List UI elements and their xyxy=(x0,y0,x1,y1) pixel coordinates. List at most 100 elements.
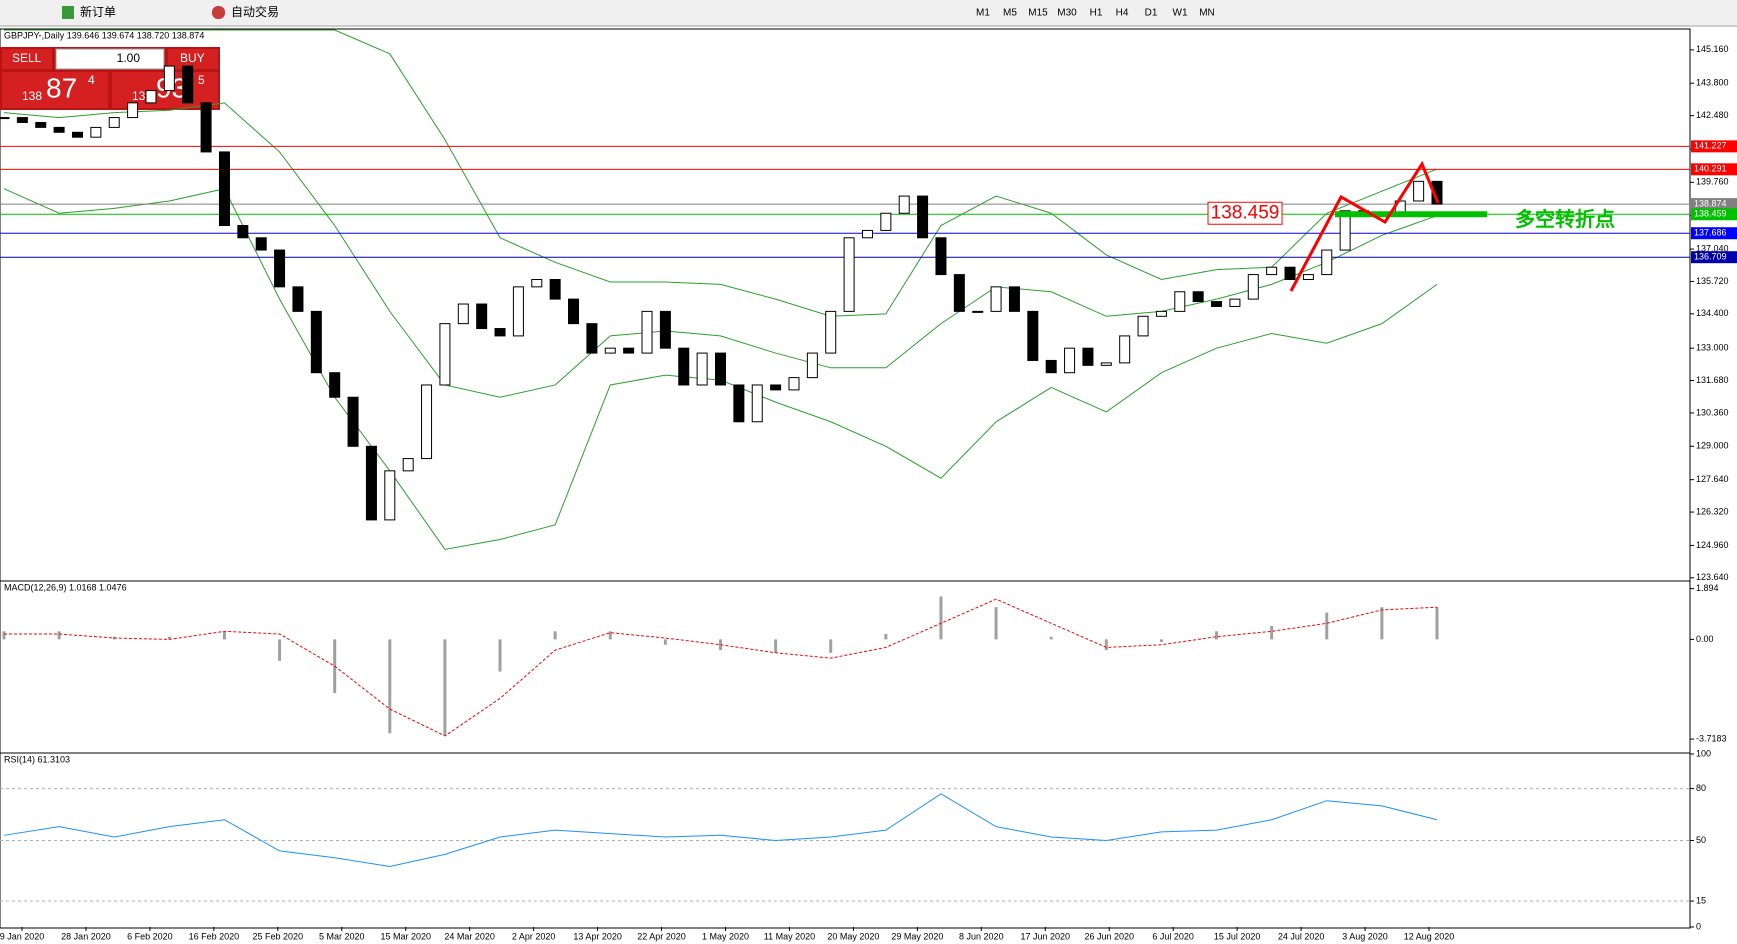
y-tick-label: 133.000 xyxy=(1696,343,1729,353)
level-label-bg xyxy=(1691,251,1737,264)
timeframe-button[interactable]: H4 xyxy=(1116,8,1129,19)
candle xyxy=(237,225,249,239)
timeframe-button[interactable]: D1 xyxy=(1145,8,1158,19)
x-tick-label: 24 Mar 2020 xyxy=(444,931,495,941)
candle xyxy=(145,90,157,104)
candle xyxy=(71,131,83,138)
candle xyxy=(53,126,65,133)
timeframe-button[interactable]: M15 xyxy=(1028,8,1048,19)
y-tick-label: 131.680 xyxy=(1696,375,1729,385)
bollinger-middle xyxy=(3,102,1438,398)
candle xyxy=(1211,301,1223,307)
x-tick-label: 9 Jan 2020 xyxy=(0,931,44,941)
x-tick-label: 3 Aug 2020 xyxy=(1342,931,1388,941)
level-label: 138.459 xyxy=(1694,209,1727,219)
sell-price-box[interactable] xyxy=(2,72,108,108)
lots-value[interactable]: 1.00 xyxy=(117,51,141,65)
candle xyxy=(347,396,359,447)
timeframe-button[interactable]: H1 xyxy=(1090,8,1103,19)
timeframe-button[interactable]: M1 xyxy=(976,8,990,19)
candle xyxy=(1064,347,1076,374)
y-tick-label: 126.320 xyxy=(1696,506,1729,516)
new-order-icon[interactable] xyxy=(62,6,74,19)
level-label: 137.686 xyxy=(1694,228,1727,238)
ask-point: 5 xyxy=(198,73,205,87)
candle xyxy=(641,310,653,354)
x-tick-label: 22 Apr 2020 xyxy=(637,931,686,941)
y-tick-label: 134.400 xyxy=(1696,308,1729,318)
candle xyxy=(531,278,543,288)
candle xyxy=(1321,249,1333,276)
candle xyxy=(494,328,506,337)
candle xyxy=(439,323,451,386)
candle xyxy=(1413,180,1425,202)
candle xyxy=(1045,359,1057,374)
bid-point: 4 xyxy=(88,73,95,87)
candle xyxy=(623,347,635,354)
timeframe-button[interactable]: M30 xyxy=(1057,8,1077,19)
level-label-bg xyxy=(1691,208,1737,221)
candle xyxy=(1302,274,1314,280)
candle xyxy=(843,237,855,312)
y-tick-label: 1.894 xyxy=(1696,583,1719,593)
candle xyxy=(1137,315,1149,337)
new-order-button[interactable]: 新订单 xyxy=(80,4,116,19)
level-label: 138.874 xyxy=(1694,198,1727,208)
candle xyxy=(365,445,377,521)
sell-button[interactable] xyxy=(2,49,52,69)
x-tick-label: 8 Jun 2020 xyxy=(959,931,1004,941)
y-tick-label: 124.960 xyxy=(1696,540,1729,550)
auto-trade-button[interactable]: 自动交易 xyxy=(231,4,279,19)
chart-frame xyxy=(0,28,1691,929)
candle xyxy=(990,286,1002,312)
indicator-title: RSI(14) 61.3103 xyxy=(4,754,70,764)
timeframe-button[interactable]: MN xyxy=(1199,8,1215,19)
x-tick-label: 26 Jun 2020 xyxy=(1084,931,1134,941)
x-tick-label: 16 Feb 2020 xyxy=(189,931,240,941)
x-tick-label: 28 Jan 2020 xyxy=(61,931,111,941)
candle xyxy=(917,195,929,239)
candle xyxy=(200,102,212,153)
candle xyxy=(384,470,396,521)
candle xyxy=(218,151,230,227)
candle xyxy=(182,65,194,104)
y-tick-label: 100 xyxy=(1696,748,1711,758)
x-tick-label: 24 Jul 2020 xyxy=(1278,931,1325,941)
x-tick-label: 29 May 2020 xyxy=(891,931,943,941)
buy-label[interactable]: BUY xyxy=(180,51,205,65)
candle xyxy=(163,65,175,92)
level-label: 140.291 xyxy=(1694,164,1727,174)
y-tick-label: 15 xyxy=(1696,895,1706,905)
candle xyxy=(770,384,782,391)
candle xyxy=(861,229,873,239)
candle xyxy=(310,310,322,374)
level-label-bg xyxy=(1691,163,1737,176)
sell-label[interactable]: SELL xyxy=(12,51,42,65)
candle xyxy=(825,310,837,354)
y-tick-label: 139.760 xyxy=(1696,177,1729,187)
toolbar xyxy=(0,0,1737,26)
x-tick-label: 25 Feb 2020 xyxy=(253,931,304,941)
candle xyxy=(108,117,120,128)
timeframe-button[interactable]: M5 xyxy=(1003,8,1017,19)
y-tick-label: 143.800 xyxy=(1696,78,1729,88)
buy-button[interactable] xyxy=(168,49,218,69)
candle xyxy=(806,352,818,379)
candle xyxy=(1339,210,1351,251)
y-tick-label: -3.7183 xyxy=(1696,733,1727,743)
y-tick-label: 127.640 xyxy=(1696,474,1729,484)
level-callout-box xyxy=(1207,201,1283,225)
auto-trade-icon[interactable] xyxy=(212,6,225,19)
lots-field[interactable] xyxy=(55,48,165,70)
candle xyxy=(586,323,598,354)
candle xyxy=(1192,291,1204,303)
timeframe-button[interactable]: W1 xyxy=(1173,8,1188,19)
candle xyxy=(35,121,47,128)
candle xyxy=(476,303,488,330)
candle xyxy=(1100,362,1112,366)
candle xyxy=(292,286,304,312)
x-tick-label: 20 May 2020 xyxy=(827,931,879,941)
candle xyxy=(127,102,139,119)
candle xyxy=(604,347,616,354)
